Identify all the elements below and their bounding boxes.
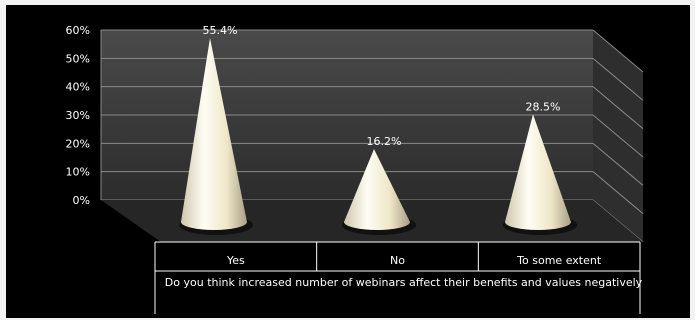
category-label: No [390, 254, 405, 267]
y-tick-label: 20% [66, 137, 90, 150]
category-label: To some extent [516, 254, 602, 267]
cone [179, 38, 253, 235]
gridline-side [592, 171, 644, 215]
gridline-side [592, 142, 644, 186]
y-tick-label: 30% [66, 109, 90, 122]
y-tick-label: 0% [73, 194, 90, 207]
cone-body [181, 38, 247, 231]
gridline-side [592, 86, 644, 130]
cone-series [179, 38, 577, 235]
cone [503, 114, 577, 235]
cone-body [505, 114, 571, 230]
cone-body [344, 149, 410, 230]
y-axis-tick-labels: 0% 10% 20% 30% 40% 50% 60% [66, 24, 90, 207]
gridline-side [592, 57, 644, 101]
y-tick-label: 10% [66, 166, 90, 179]
data-label: 16.2% [367, 135, 402, 148]
data-labels: 55.4% 16.2% 28.5% [203, 24, 561, 148]
category-label: Yes [226, 254, 245, 267]
category-table: Yes No To some extent [154, 241, 641, 314]
gridline-side [592, 29, 644, 73]
y-tick-label: 40% [66, 81, 90, 94]
cone-chart: 0% 10% 20% 30% 40% 50% 60% Yes No To some extent… [66, 24, 644, 314]
cone [342, 149, 416, 235]
chart-frame: 0% 10% 20% 30% 40% 50% 60% Yes No To some extent… [6, 5, 690, 318]
y-tick-label: 50% [66, 52, 90, 65]
y-tick-label: 60% [66, 24, 90, 37]
data-label: 55.4% [203, 24, 238, 37]
category-axis-title: Do you think increased number of webinar… [164, 276, 643, 289]
gridline-side [592, 114, 644, 158]
data-label: 28.5% [526, 100, 561, 113]
gridlines [100, 29, 644, 243]
